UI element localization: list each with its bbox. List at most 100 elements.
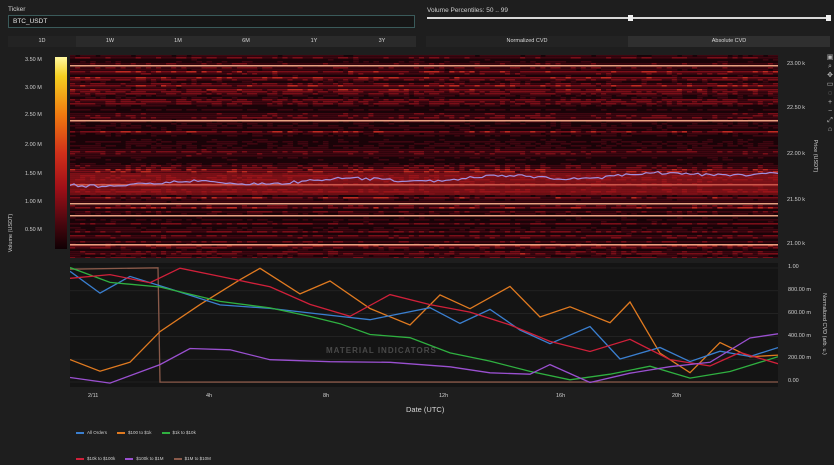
heatmap-cell	[444, 63, 450, 65]
heatmap-cell	[520, 127, 526, 129]
range-1w-button[interactable]: 1W	[105, 38, 115, 44]
heatmap-cell	[348, 99, 354, 101]
heatmap-cell	[469, 135, 476, 137]
heatmap-cell	[358, 153, 364, 155]
range-1y-button[interactable]: 1Y	[310, 38, 318, 44]
heatmap-cell	[626, 93, 632, 95]
heatmap-cell	[692, 57, 698, 59]
heatmap-cell	[671, 119, 678, 121]
heatmap-cell	[282, 141, 288, 143]
heatmap-cell	[545, 153, 551, 155]
heatmap-cell	[307, 63, 314, 65]
heatmap-cell	[317, 97, 324, 99]
heatmap-cell	[338, 153, 344, 155]
heatmap-cell	[636, 93, 642, 95]
ticker-input[interactable]: BTC_USDT	[8, 15, 415, 28]
heatmap-cell	[333, 85, 339, 87]
range-3y-button[interactable]: 3Y	[378, 38, 386, 44]
heatmap-cell	[343, 113, 349, 115]
heatmap-cell	[176, 89, 182, 91]
heatmap-cell	[560, 73, 567, 75]
slider-handle-high[interactable]	[826, 15, 831, 21]
heatmap-cell	[166, 69, 172, 71]
heatmap-cell	[616, 93, 622, 95]
heatmap-cell	[545, 71, 551, 73]
heatmap-cell	[631, 63, 637, 65]
heatmap-cell	[687, 67, 693, 69]
heatmap-cell	[383, 55, 390, 57]
heatmap-cell	[631, 85, 637, 87]
tab-normalized-cvd[interactable]: Normalized CVD	[426, 36, 628, 47]
range-6m-button[interactable]: 6M	[242, 38, 250, 44]
heatmap-cell	[403, 83, 410, 85]
heatmap-cell	[267, 85, 273, 87]
heatmap-cell	[697, 97, 703, 99]
heatmap-cell	[75, 103, 81, 105]
heatmap-cell	[186, 77, 192, 79]
heatmap-cell	[530, 61, 536, 63]
heatmap-cell	[580, 91, 587, 93]
heatmap-cell	[186, 147, 192, 149]
heatmap-cell	[150, 141, 157, 143]
heatmap-cell	[272, 93, 278, 95]
heatmap-cell	[424, 147, 430, 149]
heatmap-cell	[434, 121, 440, 123]
heatmap-cell	[292, 99, 299, 101]
heatmap-cell	[186, 99, 192, 101]
heatmap-cell	[403, 85, 410, 87]
heatmap-cell	[540, 79, 546, 81]
heatmap-cell	[651, 79, 658, 81]
heatmap-cell	[464, 141, 471, 143]
heatmap-cell	[580, 141, 587, 143]
slider-handle-low[interactable]	[628, 15, 633, 21]
heatmap-cell	[535, 143, 541, 145]
heatmap-cell	[671, 73, 678, 75]
heatmap-cell	[211, 85, 218, 87]
heatmap-cell	[297, 113, 304, 115]
heatmap-cell	[267, 95, 273, 97]
heatmap-cell	[358, 55, 364, 57]
heatmap-cell	[267, 123, 273, 125]
heatmap-cell	[115, 73, 122, 75]
heatmap-cell	[196, 57, 202, 59]
heatmap-cell	[75, 101, 81, 103]
heatmap-cell	[166, 103, 172, 105]
heatmap-cell	[484, 131, 491, 133]
range-1m-button[interactable]: 1M	[174, 38, 182, 44]
heatmap-cell	[671, 89, 678, 91]
heatmap-cell	[226, 133, 233, 135]
heatmap-cell	[348, 115, 354, 117]
heatmap-cell	[484, 127, 491, 129]
heatmap-cell	[631, 141, 637, 143]
heatmap-cell	[540, 63, 546, 65]
heatmap-cell	[297, 95, 304, 97]
tab-absolute-cvd[interactable]: Absolute CVD	[628, 36, 830, 47]
heatmap-cell	[267, 83, 273, 85]
range-1d-button[interactable]: 1D	[8, 36, 76, 47]
heatmap-cell	[368, 115, 374, 117]
heatmap-cell	[737, 123, 744, 125]
heatmap-cell	[161, 119, 167, 121]
heatmap-cell	[373, 99, 379, 101]
heatmap-cell	[348, 149, 354, 151]
heatmap-cell	[383, 105, 390, 107]
heatmap-cell	[434, 119, 440, 121]
orderbook-heatmap[interactable]	[70, 55, 778, 258]
heatmap-cell	[489, 93, 496, 95]
heatmap-cell	[590, 91, 597, 93]
heatmap-cell	[95, 103, 101, 105]
heatmap-cell	[484, 99, 491, 101]
heatmap-cell	[752, 121, 759, 123]
heatmap-cell	[156, 67, 162, 69]
heatmap-cell	[272, 117, 278, 119]
heatmap-cell	[565, 109, 572, 111]
heatmap-cell	[368, 131, 374, 133]
heatmap-cell	[762, 133, 769, 135]
heatmap-cell	[459, 95, 465, 97]
heatmap-cell	[307, 79, 314, 81]
heatmap-cell	[312, 73, 319, 75]
heatmap-cell	[166, 95, 172, 97]
heatmap-cell	[601, 93, 607, 95]
heatmap-cell	[135, 85, 142, 87]
heatmap-cell	[590, 151, 597, 153]
